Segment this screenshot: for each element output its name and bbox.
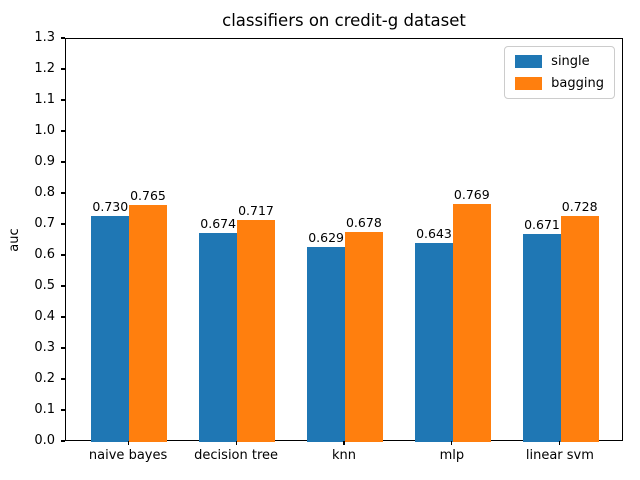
y-tick-mark [61,223,65,225]
bar-value-label: 0.728 [561,199,598,215]
x-tick-label: decision tree [194,448,279,463]
legend-item-bagging: bagging [515,76,604,91]
y-tick-mark [61,440,65,442]
legend-item-single: single [515,54,604,69]
y-tick-label: 0.5 [34,278,55,293]
bar-value-label: 0.765 [130,187,166,203]
bar-value-label: 0.671 [524,217,560,232]
x-tick-mark [127,441,129,445]
y-tick-label: 1.1 [34,92,55,107]
y-tick-label: 0.8 [34,185,55,200]
y-tick-mark [61,347,65,349]
y-tick-label: 0.0 [34,433,55,448]
y-tick-label: 0.9 [34,154,55,169]
chart-title: classifiers on credit-g dataset [222,11,466,30]
y-tick-mark [61,130,65,132]
bar-value-label: 0.643 [416,225,452,241]
x-tick-label: linear svm [525,448,594,463]
y-tick-mark [61,285,65,287]
bar-value-label: 0.730 [92,198,129,214]
x-tick-label: mlp [439,448,465,463]
y-tick-mark [61,254,65,256]
x-tick-mark [559,441,561,445]
x-tick-label: naive bayes [88,448,168,463]
bar-value-label: 0.717 [238,202,274,218]
y-tick-label: 1.3 [34,30,55,45]
y-tick-mark [61,37,65,39]
bar-single-naive-bayes [91,215,130,442]
bar-single-linear-svm [523,234,561,442]
bar-bagging-naive-bayes [129,204,167,442]
y-tick-label: 0.3 [34,340,55,355]
bar-bagging-linear-svm [560,216,599,442]
bar-bagging-mlp [452,203,491,442]
y-tick-mark [61,161,65,163]
bar-value-label: 0.674 [200,216,237,232]
y-tick-label: 0.6 [34,247,55,262]
y-tick-mark [61,378,65,380]
y-tick-mark [61,409,65,411]
y-tick-mark [61,316,65,318]
x-tick-mark [235,441,237,445]
legend-label-single: single [551,54,590,69]
bar-value-label: 0.629 [308,230,344,245]
y-tick-mark [61,68,65,70]
bar-single-knn [307,247,345,442]
y-tick-label: 0.1 [34,402,55,417]
y-axis-label: auc [7,228,22,252]
bar-value-label: 0.678 [345,214,382,230]
y-tick-mark [61,99,65,101]
y-tick-label: 0.4 [34,309,55,324]
bar-bagging-decision-tree [237,219,275,442]
bar-single-decision-tree [199,233,238,442]
bar-single-mlp [415,242,453,442]
y-tick-label: 0.7 [34,216,55,231]
bar-value-label: 0.769 [453,186,490,202]
legend: single bagging [504,46,615,99]
bagging-series-swatch-icon [515,77,543,90]
single-series-swatch-icon [515,55,543,68]
bar-bagging-knn [345,231,383,442]
y-tick-label: 1.0 [34,123,55,138]
x-tick-mark [343,441,345,445]
y-tick-label: 0.2 [34,371,55,386]
x-tick-label: knn [331,448,356,463]
x-tick-mark [451,441,453,445]
legend-label-bagging: bagging [551,76,604,91]
y-tick-label: 1.2 [34,61,55,76]
plot-area: 0.730 0.674 0.629 0.643 0.671 0.765 0.717 0.678… [65,38,623,442]
y-tick-mark [61,192,65,194]
